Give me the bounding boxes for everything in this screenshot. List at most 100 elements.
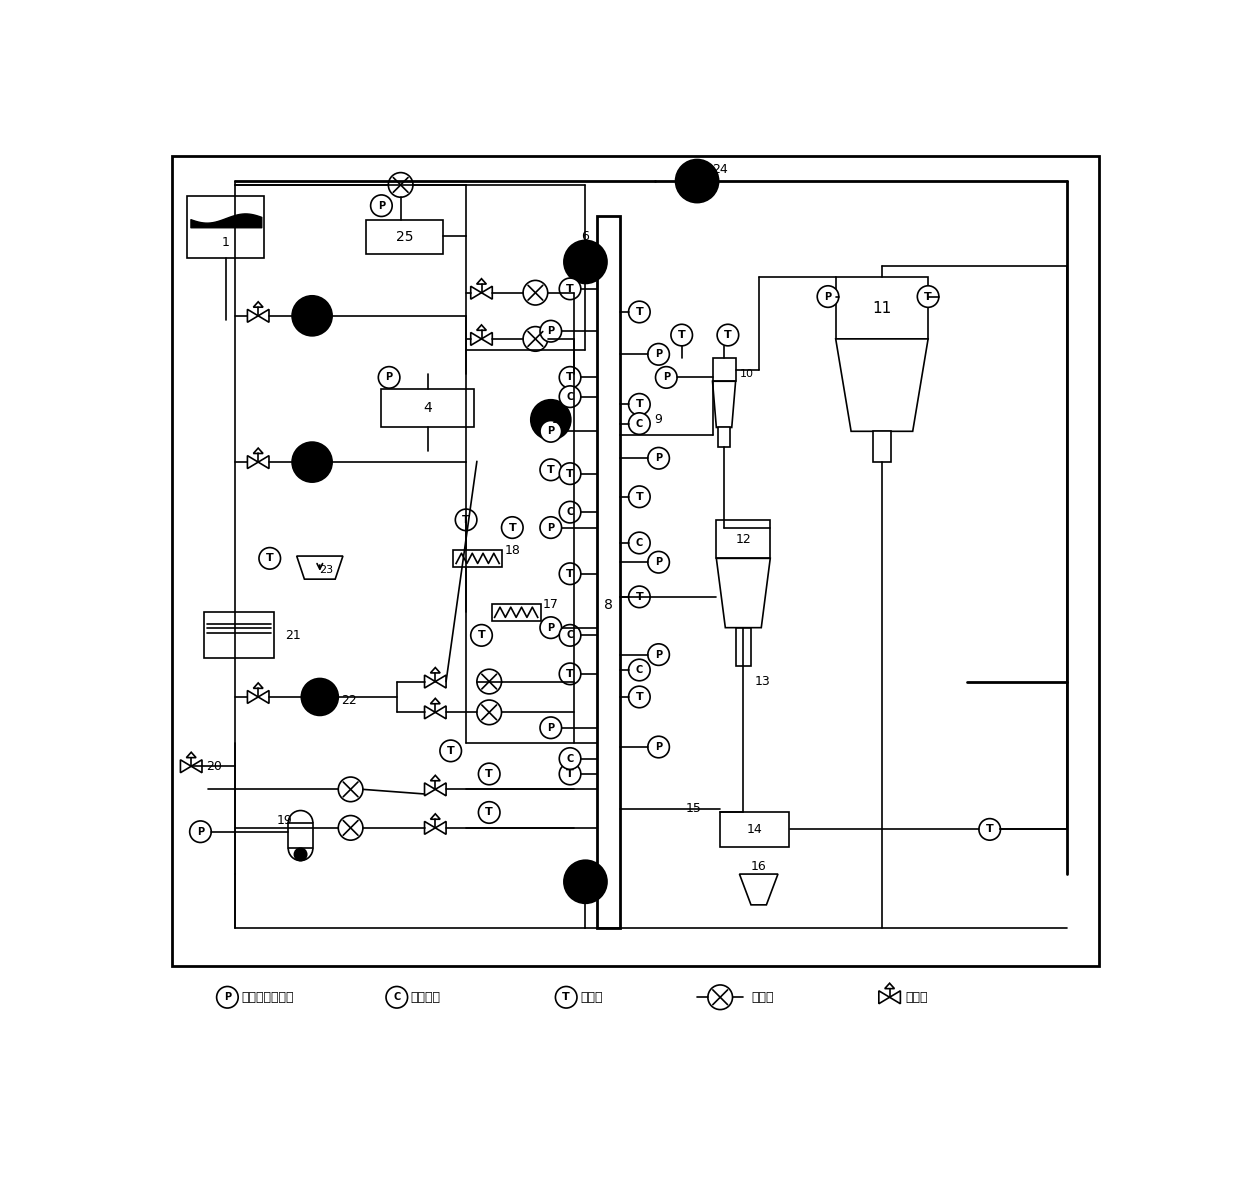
Circle shape xyxy=(559,663,580,684)
Bar xyxy=(491,604,541,620)
Circle shape xyxy=(647,343,670,365)
Circle shape xyxy=(629,412,650,435)
Text: T: T xyxy=(635,399,644,410)
Circle shape xyxy=(629,659,650,681)
Circle shape xyxy=(629,302,650,323)
Text: 热电偶: 热电偶 xyxy=(580,991,603,1004)
Circle shape xyxy=(455,510,477,531)
Circle shape xyxy=(559,367,580,388)
Polygon shape xyxy=(435,783,446,796)
Circle shape xyxy=(647,644,670,665)
Text: 8: 8 xyxy=(604,598,613,612)
Circle shape xyxy=(531,399,570,440)
Polygon shape xyxy=(889,991,900,1004)
Bar xyxy=(836,277,928,339)
Text: 4: 4 xyxy=(423,402,432,416)
Text: 17: 17 xyxy=(543,598,559,611)
Polygon shape xyxy=(424,675,435,688)
Polygon shape xyxy=(253,683,263,688)
Text: T: T xyxy=(635,492,644,501)
Polygon shape xyxy=(471,333,481,346)
Polygon shape xyxy=(476,324,486,330)
Circle shape xyxy=(339,815,363,840)
Circle shape xyxy=(479,802,500,823)
Circle shape xyxy=(190,821,211,842)
Text: T: T xyxy=(446,746,455,756)
Circle shape xyxy=(388,172,413,197)
Text: T: T xyxy=(986,824,993,834)
Text: T: T xyxy=(724,330,732,340)
Text: 20: 20 xyxy=(206,760,222,772)
Bar xyxy=(187,196,264,258)
Polygon shape xyxy=(253,448,263,454)
Text: 15: 15 xyxy=(686,802,701,815)
Polygon shape xyxy=(435,706,446,719)
Polygon shape xyxy=(481,333,492,346)
Circle shape xyxy=(440,740,461,762)
Text: T: T xyxy=(562,992,570,1003)
Text: C: C xyxy=(636,665,644,675)
Text: T: T xyxy=(567,569,574,579)
Polygon shape xyxy=(248,309,258,322)
Text: C: C xyxy=(567,392,574,402)
Text: T: T xyxy=(265,554,274,563)
Circle shape xyxy=(559,463,580,485)
Text: 23: 23 xyxy=(319,565,334,575)
Bar xyxy=(172,157,1099,967)
Polygon shape xyxy=(717,558,770,627)
Polygon shape xyxy=(435,675,446,688)
Text: P: P xyxy=(378,201,384,210)
Text: 5: 5 xyxy=(552,413,560,426)
Polygon shape xyxy=(430,699,440,703)
Circle shape xyxy=(817,286,838,308)
Text: 10: 10 xyxy=(739,368,754,379)
Text: P: P xyxy=(655,349,662,359)
Text: T: T xyxy=(924,291,932,302)
Polygon shape xyxy=(424,783,435,796)
Text: 11: 11 xyxy=(872,301,892,316)
Circle shape xyxy=(918,286,939,308)
Circle shape xyxy=(541,718,562,739)
Circle shape xyxy=(523,280,548,305)
Circle shape xyxy=(656,367,677,388)
Circle shape xyxy=(477,669,501,694)
Text: 25: 25 xyxy=(396,230,413,244)
Circle shape xyxy=(564,240,608,284)
Circle shape xyxy=(629,586,650,607)
Polygon shape xyxy=(885,984,894,988)
Text: 19: 19 xyxy=(277,814,293,827)
Text: P: P xyxy=(547,623,554,633)
Bar xyxy=(873,431,892,462)
Polygon shape xyxy=(430,776,440,781)
Circle shape xyxy=(708,985,733,1010)
Polygon shape xyxy=(186,752,196,758)
Bar xyxy=(366,220,443,254)
Circle shape xyxy=(676,159,719,203)
Circle shape xyxy=(629,687,650,708)
Text: 21: 21 xyxy=(285,628,301,642)
Text: T: T xyxy=(635,691,644,702)
Text: T: T xyxy=(635,592,644,602)
Bar xyxy=(205,612,274,658)
Polygon shape xyxy=(471,286,481,299)
Text: P: P xyxy=(662,372,670,383)
Text: 24: 24 xyxy=(713,163,728,176)
Text: P: P xyxy=(655,557,662,567)
Text: P: P xyxy=(386,372,393,383)
Circle shape xyxy=(501,517,523,538)
Text: T: T xyxy=(567,669,574,678)
Text: T: T xyxy=(485,769,494,779)
Text: T: T xyxy=(635,307,644,317)
Text: 18: 18 xyxy=(505,544,521,557)
Text: P: P xyxy=(547,722,554,733)
Text: 12: 12 xyxy=(735,532,751,545)
Circle shape xyxy=(629,486,650,507)
Circle shape xyxy=(556,986,577,1009)
Text: P: P xyxy=(547,327,554,336)
Text: 14: 14 xyxy=(746,823,763,836)
Bar xyxy=(718,428,730,447)
Text: C: C xyxy=(636,538,644,548)
Circle shape xyxy=(647,448,670,469)
Circle shape xyxy=(523,327,548,352)
Polygon shape xyxy=(739,874,777,905)
